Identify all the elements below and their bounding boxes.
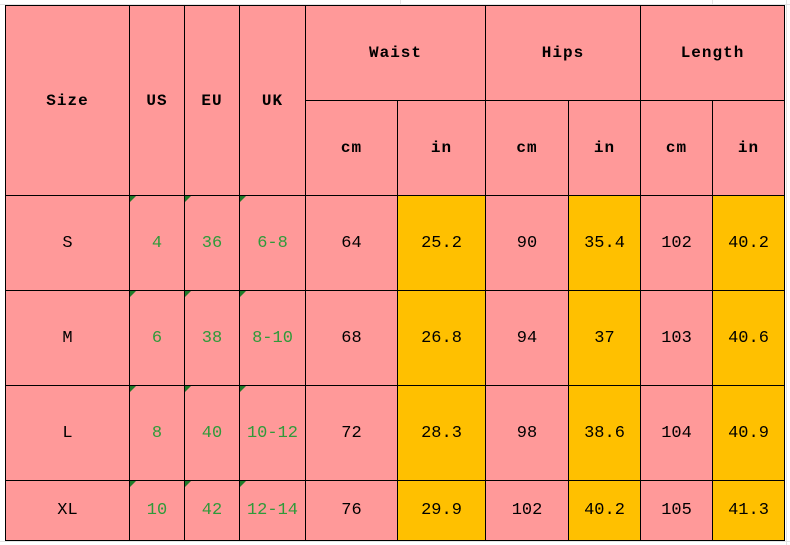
unit-header: cm bbox=[640, 100, 713, 196]
data-cell: 8-10 bbox=[239, 290, 306, 386]
data-cell: 94 bbox=[485, 290, 569, 386]
column-header: EU bbox=[184, 5, 240, 196]
data-cell: 10-12 bbox=[239, 385, 306, 481]
data-cell: 40.9 bbox=[712, 385, 785, 481]
data-cell: 105 bbox=[640, 480, 713, 541]
data-cell: 37 bbox=[568, 290, 641, 386]
data-cell: 40 bbox=[184, 385, 240, 481]
data-cell: 28.3 bbox=[397, 385, 486, 481]
data-cell: 6-8 bbox=[239, 195, 306, 291]
unit-header: in bbox=[712, 100, 785, 196]
data-cell: 68 bbox=[305, 290, 398, 386]
data-cell: 29.9 bbox=[397, 480, 486, 541]
data-cell: 102 bbox=[640, 195, 713, 291]
data-cell: 36 bbox=[184, 195, 240, 291]
data-cell: 104 bbox=[640, 385, 713, 481]
size-cell: M bbox=[5, 290, 130, 386]
unit-header: in bbox=[568, 100, 641, 196]
data-cell: 40.6 bbox=[712, 290, 785, 386]
data-cell: 64 bbox=[305, 195, 398, 291]
sheet-grid-line bbox=[712, 0, 713, 5]
data-cell: 12-14 bbox=[239, 480, 306, 541]
data-cell: 38.6 bbox=[568, 385, 641, 481]
column-header: Size bbox=[5, 5, 130, 196]
data-cell: 76 bbox=[305, 480, 398, 541]
data-cell: 4 bbox=[129, 195, 185, 291]
sheet-grid-line bbox=[0, 541, 790, 542]
data-cell: 6 bbox=[129, 290, 185, 386]
sheet-grid-line bbox=[400, 0, 401, 5]
data-cell: 38 bbox=[184, 290, 240, 386]
data-cell: 72 bbox=[305, 385, 398, 481]
size-cell: L bbox=[5, 385, 130, 481]
data-cell: 42 bbox=[184, 480, 240, 541]
group-header: Length bbox=[640, 5, 785, 101]
sheet-grid-line bbox=[786, 0, 787, 545]
data-cell: 98 bbox=[485, 385, 569, 481]
group-header: Waist bbox=[305, 5, 486, 101]
data-cell: 41.3 bbox=[712, 480, 785, 541]
column-header: US bbox=[129, 5, 185, 196]
data-cell: 103 bbox=[640, 290, 713, 386]
column-header: UK bbox=[239, 5, 306, 196]
group-header: Hips bbox=[485, 5, 641, 101]
data-cell: 26.8 bbox=[397, 290, 486, 386]
data-cell: 8 bbox=[129, 385, 185, 481]
unit-header: in bbox=[397, 100, 486, 196]
unit-header: cm bbox=[485, 100, 569, 196]
data-cell: 40.2 bbox=[568, 480, 641, 541]
data-cell: 35.4 bbox=[568, 195, 641, 291]
size-cell: S bbox=[5, 195, 130, 291]
data-cell: 25.2 bbox=[397, 195, 486, 291]
size-cell: XL bbox=[5, 480, 130, 541]
sheet-grid-line bbox=[0, 4, 790, 5]
unit-header: cm bbox=[305, 100, 398, 196]
data-cell: 40.2 bbox=[712, 195, 785, 291]
data-cell: 10 bbox=[129, 480, 185, 541]
data-cell: 102 bbox=[485, 480, 569, 541]
data-cell: 90 bbox=[485, 195, 569, 291]
